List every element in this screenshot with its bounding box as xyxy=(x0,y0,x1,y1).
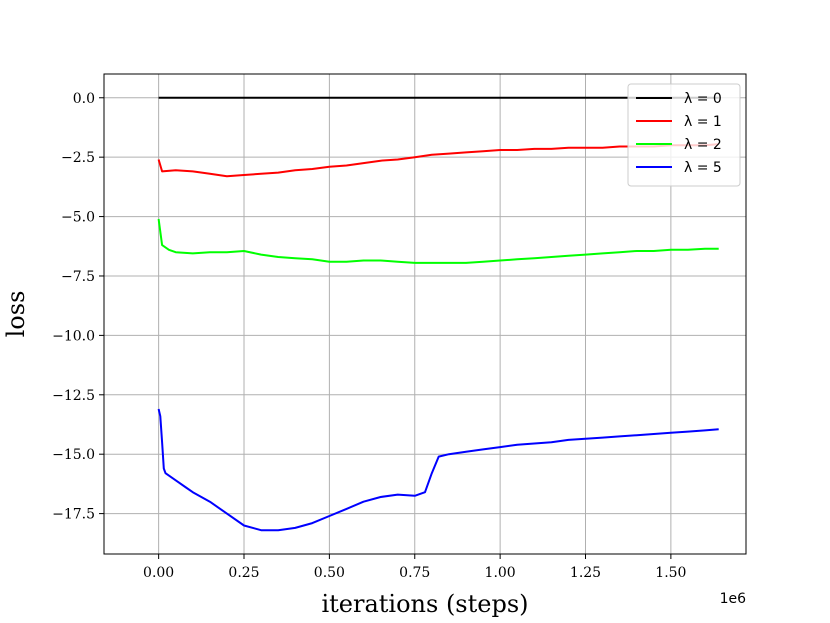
x-tick-label: 1.25 xyxy=(570,565,601,581)
y-tick-label: −7.5 xyxy=(61,269,95,285)
legend-box xyxy=(627,83,741,187)
x-tick-label: 1.50 xyxy=(655,565,686,581)
series-line xyxy=(157,143,719,178)
plot-frame xyxy=(103,73,747,555)
legend-label: λ = 0 xyxy=(684,91,722,107)
x-tick-label: 0.50 xyxy=(314,565,345,581)
legend-label: λ = 1 xyxy=(684,114,722,130)
series-line xyxy=(157,408,719,532)
grid xyxy=(104,74,746,554)
y-tick-label: 0.0 xyxy=(73,91,95,107)
y-tick-label: −17.5 xyxy=(52,507,95,523)
x-tick-label: 0.00 xyxy=(143,565,174,581)
legend-label: λ = 2 xyxy=(684,137,722,153)
y-tick-label: −12.5 xyxy=(52,388,95,404)
y-tick-label: −10.0 xyxy=(52,328,95,344)
ticks: 0.00 0.25 0.50 0.75 1.00 1.25 1.50 0.0 −2.5 −5.0 −… xyxy=(52,91,686,581)
x-tick-label: 0.25 xyxy=(228,565,259,581)
y-tick-label: −2.5 xyxy=(61,150,95,166)
y-tick-label: −15.0 xyxy=(52,447,95,463)
x-axis-title: iterations (steps) xyxy=(321,590,528,618)
y-axis-title: loss xyxy=(2,291,30,338)
legend: λ = 0 λ = 1 λ = 2 λ = 5 xyxy=(627,83,741,187)
y-tick-label: −5.0 xyxy=(61,210,95,226)
series-lines xyxy=(157,96,719,532)
x-tick-label: 1.00 xyxy=(485,565,516,581)
series-line xyxy=(157,218,719,264)
legend-label: λ = 5 xyxy=(684,160,722,176)
x-tick-label: 0.75 xyxy=(399,565,430,581)
x-axis-offset-label: 1e6 xyxy=(720,591,747,607)
